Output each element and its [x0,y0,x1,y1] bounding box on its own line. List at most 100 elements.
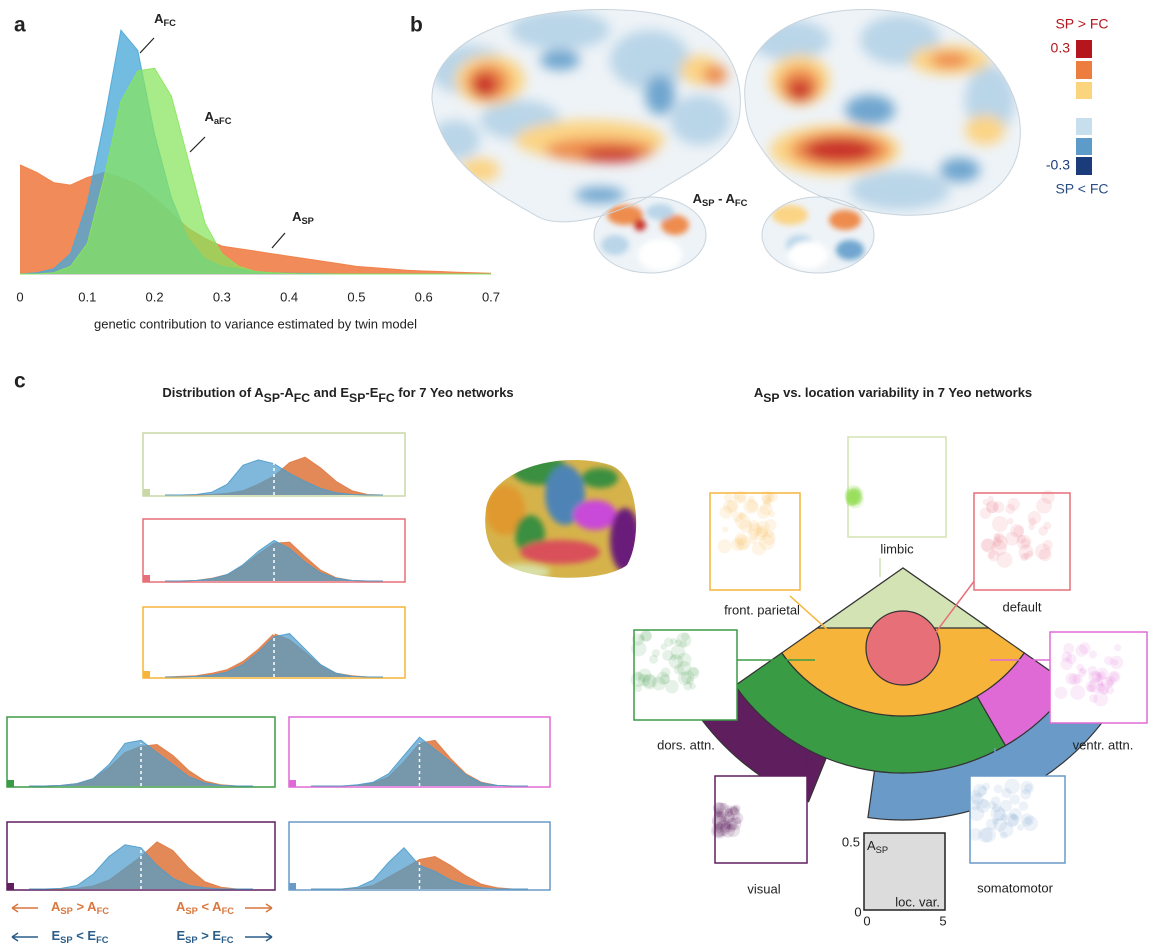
scatter-density [734,534,751,551]
scatter-density [633,684,643,693]
scatter-density [985,818,998,831]
scatter-density [1054,686,1068,700]
scatter-density [630,672,646,687]
scatter-density [987,495,994,502]
colorbar-max-label: 0.3 [1051,40,1071,56]
scatter-density [970,792,984,806]
scatter-density [1023,552,1030,559]
scatter-density [848,491,856,498]
scatter-density [846,491,861,507]
scatter-density [660,667,671,678]
scatter-density [970,800,981,811]
subscript: SP [763,391,779,405]
label-pointer [271,232,286,249]
scatter-density [640,629,652,642]
text-run: for 7 Yeo networks [395,385,514,400]
scatter-density [1104,656,1114,666]
scatter-density [683,681,693,691]
scatter-density [714,811,727,824]
legend-label: ESP > EFC [176,928,233,945]
scatter-density [1088,670,1101,684]
scatter-density [979,507,992,519]
scatter-density [850,489,864,503]
scatter-density [1020,788,1032,800]
scatter-density [1088,650,1097,659]
network-label: dors. attn. [657,737,715,752]
text-run: E [176,928,185,943]
colorbar-bottom-label: SP < FC [1055,181,1108,197]
scatter-key-xmin: 0 [863,913,870,928]
scatter-density [715,810,723,818]
area-fill [165,459,383,495]
x-axis-label: genetic contribution to variance estimat… [94,316,417,331]
scatter-density [845,492,859,507]
scatter-density [1013,525,1025,537]
colorbar-swatch [1076,82,1092,99]
scatter-density [715,802,730,818]
scatter-density [670,644,686,660]
scatter-density [1072,674,1083,685]
scatter-density [1079,667,1087,675]
area-fill [20,68,491,274]
area-outline [165,539,383,582]
scatter-density [651,649,660,658]
scatter-density [737,537,749,550]
scatter-density [1088,678,1104,694]
scatter-density [719,505,733,519]
scatter-density [748,523,762,537]
scatter-density [1065,672,1078,685]
scatter-frame [847,436,947,538]
scatter-density [1009,794,1020,805]
scatter-density [844,487,860,503]
subscript: FC [163,18,176,28]
scatter-key-ylabel: ASP [867,838,888,855]
subscript: SP [185,935,197,945]
text-run: A [154,11,164,26]
scatter-density [1038,548,1052,562]
scatter-density [719,822,736,838]
area-outline [20,67,491,275]
colorbar-min-label: -0.3 [1046,157,1070,173]
scatter-density [660,643,667,651]
scatter-density [711,812,727,828]
scatter-density [722,810,735,824]
x-tick-label: 0.2 [146,289,164,304]
scatter-density [1020,813,1034,827]
subscript: SP [264,391,280,405]
scatter-density [651,676,666,691]
scatter-density [1020,538,1031,548]
scatter-density [1096,679,1104,687]
scatter-density [724,808,733,818]
scatter-density [849,492,857,501]
subscript: SP [349,391,365,405]
scatter-density [847,493,857,503]
scatter-density [1005,503,1016,514]
scatter-density [986,500,999,514]
scatter-density [1028,517,1037,526]
text-run: A [176,899,186,914]
scatter-density [851,489,861,500]
scatter-density [1034,543,1051,560]
area-outline [29,844,253,890]
scatter-density [992,537,1002,547]
scatter-density [712,815,726,830]
legend-label: ASP > AFC [51,899,109,916]
scatter-density [1006,517,1014,525]
scatter-density [981,538,996,553]
scatter-density [766,529,775,538]
scatter-density [1042,539,1053,551]
scatter-density [1086,684,1095,692]
scatter-density [668,654,684,669]
subscript: SP [60,906,72,916]
scatter-density [665,679,679,694]
network-swatch [143,575,150,582]
scatter-density [1076,663,1084,672]
scatter-density [1007,814,1020,827]
colorbar-swatch [1076,61,1092,79]
scatter-density [1000,831,1008,840]
scatter-density [988,801,997,810]
x-tick-label: 0.5 [347,289,365,304]
scatter-density [848,490,862,504]
scatter-density [670,638,677,645]
